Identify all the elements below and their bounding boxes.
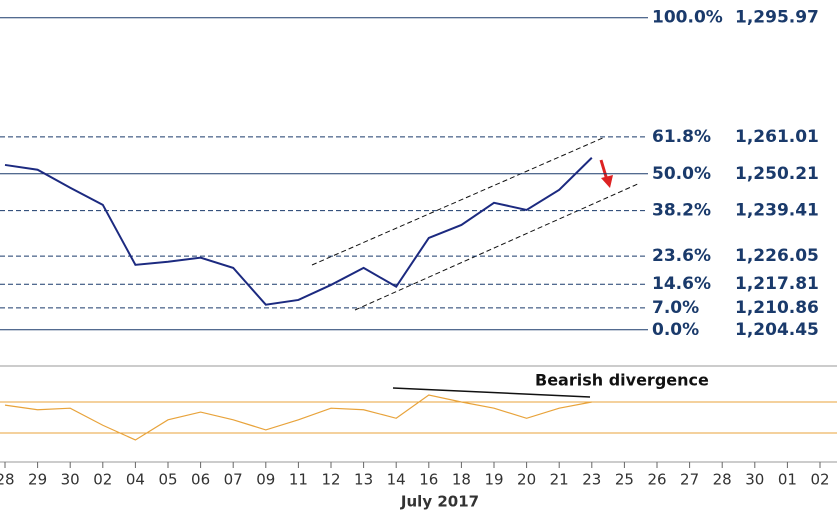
rsi-line xyxy=(4,394,592,441)
price-line xyxy=(4,157,593,306)
divergence-line xyxy=(392,387,591,398)
x-tick-label: 13 xyxy=(354,471,373,489)
fib-ratio: 7.0% xyxy=(652,298,699,318)
x-tick-label: 28 xyxy=(713,471,732,489)
x-tick-label: 02 xyxy=(810,471,829,489)
x-tick-label: 07 xyxy=(224,471,243,489)
x-tick-label: 30 xyxy=(745,471,764,489)
x-tick-label: 12 xyxy=(321,471,340,489)
fib-price: 1,210.86 xyxy=(735,298,819,318)
x-axis-label: July 2017 xyxy=(400,493,479,511)
fib-ratio: 38.2% xyxy=(652,201,711,221)
fib-price: 1,295.97 xyxy=(735,8,819,28)
fib-ratio: 100.0% xyxy=(652,8,723,28)
fib-price: 1,217.81 xyxy=(735,274,819,294)
x-tick-label: 16 xyxy=(419,471,438,489)
fib-ratio: 50.0% xyxy=(652,164,711,184)
fib-price: 1,250.21 xyxy=(735,164,819,184)
x-tick-label: 25 xyxy=(615,471,634,489)
x-tick-label: 09 xyxy=(256,471,275,489)
fib-price: 1,226.05 xyxy=(735,246,819,266)
fib-ratio: 61.8% xyxy=(652,127,711,147)
x-tick-label: 20 xyxy=(517,471,536,489)
x-tick-label: 18 xyxy=(452,471,471,489)
x-tick-label: 30 xyxy=(61,471,80,489)
x-tick-label: 23 xyxy=(582,471,601,489)
x-tick-label: 21 xyxy=(550,471,569,489)
x-tick-label: 02 xyxy=(93,471,112,489)
x-tick-label: 27 xyxy=(680,471,699,489)
x-tick-label: 01 xyxy=(778,471,797,489)
x-tick-label: 28 xyxy=(0,471,15,489)
channel-lower xyxy=(354,182,641,311)
fib-ratio: 14.6% xyxy=(652,274,711,294)
annotation: Bearish divergence xyxy=(535,371,709,390)
x-tick-label: 04 xyxy=(126,471,145,489)
x-tick-label: 26 xyxy=(647,471,666,489)
fib-price: 1,261.01 xyxy=(735,127,819,147)
x-tick-label: 11 xyxy=(289,471,308,489)
fib-price: 1,204.45 xyxy=(735,320,819,340)
channel-upper xyxy=(311,136,606,266)
x-tick-label: 06 xyxy=(191,471,210,489)
fib-ratio: 0.0% xyxy=(652,320,699,340)
fib-ratio: 23.6% xyxy=(652,246,711,266)
x-tick-label: 19 xyxy=(484,471,503,489)
x-tick-label: 05 xyxy=(158,471,177,489)
x-tick-label: 14 xyxy=(387,471,406,489)
down-arrow xyxy=(599,159,613,188)
fib-price: 1,239.41 xyxy=(735,201,819,221)
x-tick-label: 29 xyxy=(28,471,47,489)
